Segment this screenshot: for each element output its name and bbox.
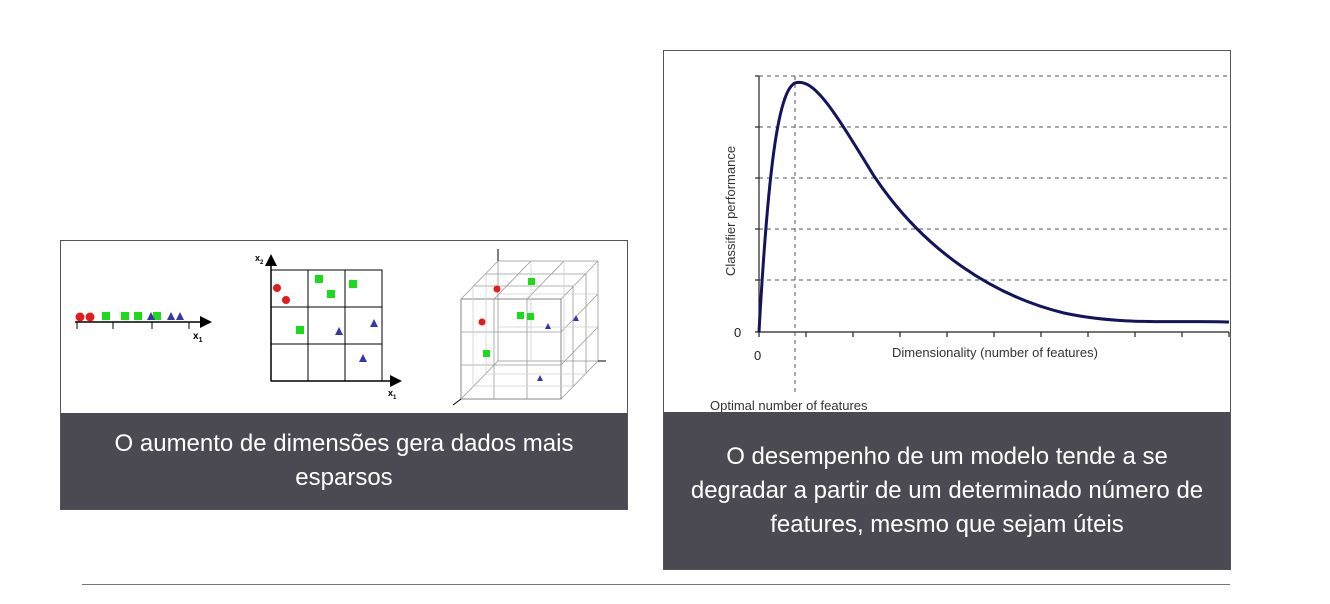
red-point	[75, 312, 85, 322]
left-caption: O aumento de dimensões gera dados mais e…	[61, 413, 627, 509]
three-dimension-plot	[452, 249, 606, 406]
blue-point	[335, 327, 343, 335]
green-point	[327, 290, 335, 298]
performance-chart-card: Classifier performance 0 0 Dimensionalit…	[663, 50, 1231, 570]
two-dimension-plot: x2 x1	[255, 253, 402, 401]
x1-axis-label: x1	[193, 331, 203, 344]
green-point	[296, 326, 304, 334]
green-point	[527, 313, 534, 320]
red-point	[478, 318, 486, 326]
blue-point	[176, 312, 184, 320]
optimal-features-annotation: Optimal number of features	[710, 398, 868, 413]
x1-axis-label: x1	[388, 388, 397, 401]
sparsity-illustration-card: x1 x2 x1	[60, 240, 628, 510]
green-point	[349, 280, 357, 288]
x-axis-label: Dimensionality (number of features)	[892, 345, 1098, 360]
green-point	[483, 350, 490, 357]
green-point	[517, 312, 524, 319]
blue-point	[370, 319, 378, 327]
green-point	[315, 275, 323, 283]
grid-lines	[759, 75, 1229, 396]
one-dimension-plot: x1	[75, 312, 212, 344]
footer-divider	[82, 584, 1230, 585]
right-caption: O desempenho de um modelo tende a se deg…	[664, 412, 1230, 569]
red-point	[282, 296, 290, 304]
blue-point	[537, 375, 543, 381]
green-point	[134, 312, 142, 320]
blue-point	[359, 354, 367, 362]
blue-point	[545, 323, 551, 329]
green-point	[528, 278, 535, 285]
performance-curve	[757, 80, 1230, 333]
green-point	[121, 312, 129, 320]
red-point	[273, 284, 281, 292]
green-point	[153, 312, 161, 320]
right-caption-text: O desempenho de um modelo tende a se deg…	[690, 442, 1204, 538]
classifier-performance-chart: Classifier performance 0 0 Dimensionalit…	[710, 75, 1230, 413]
red-point	[85, 312, 95, 322]
x2-axis-label: x2	[255, 253, 264, 266]
dimension-sparsity-diagram: x1 x2 x1	[75, 249, 606, 406]
y-axis-label: Classifier performance	[723, 146, 738, 276]
red-point	[493, 285, 501, 293]
blue-point	[573, 315, 579, 321]
three-dimension-points	[478, 278, 579, 381]
axes	[755, 75, 1230, 337]
blue-point	[167, 312, 175, 320]
green-point	[102, 312, 110, 320]
x-origin-label: 0	[754, 348, 761, 363]
blue-point	[147, 312, 155, 320]
y-origin-label: 0	[734, 325, 741, 340]
left-caption-text: O aumento de dimensões gera dados mais e…	[114, 430, 574, 491]
